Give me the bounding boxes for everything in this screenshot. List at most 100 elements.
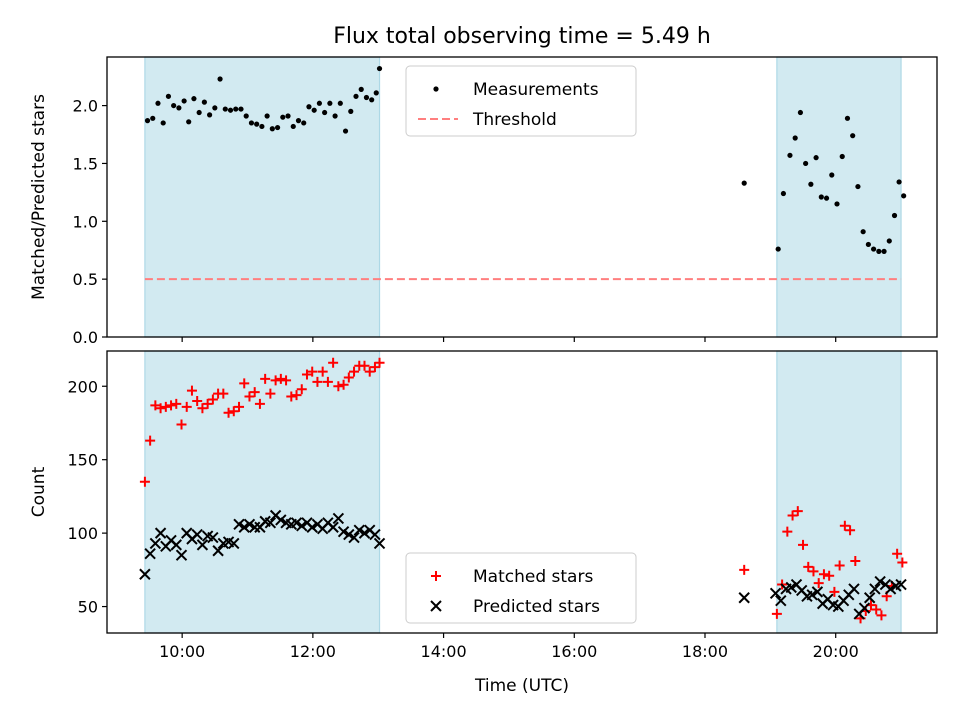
matched-stars-point-37 — [333, 381, 344, 392]
predicted-stars-point-32 — [306, 521, 318, 533]
measurements-point-59 — [839, 153, 845, 160]
matched-stars-point-0 — [139, 476, 150, 487]
matched-stars-point-59 — [834, 560, 845, 571]
measurements-point-44 — [373, 90, 379, 96]
x-tick-label: 14:00 — [421, 642, 467, 661]
matched-stars-point-27 — [281, 375, 292, 386]
matched-stars-point-23 — [260, 373, 271, 384]
measurements-point-45 — [376, 65, 383, 72]
matched-stars-point-58 — [829, 586, 840, 597]
measurements-point-55 — [818, 194, 824, 200]
matched-stars-point-25 — [270, 375, 281, 386]
measurements-point-43 — [369, 97, 375, 103]
measurements-point-5 — [171, 102, 177, 109]
measurements-point-34 — [322, 109, 328, 116]
predicted-stars-point-69 — [884, 583, 897, 595]
predicted-stars-point-2 — [149, 537, 162, 550]
predicted-stars-point-65 — [863, 592, 876, 604]
legend-label: Matched stars — [473, 567, 593, 587]
matched-stars-point-12 — [202, 398, 213, 409]
x-tick-label: 16:00 — [551, 642, 597, 661]
matched-stars-point-43 — [364, 366, 375, 377]
measurements-point-33 — [316, 100, 323, 106]
predicted-stars-point-45 — [373, 537, 386, 550]
matched-stars-point-28 — [286, 391, 297, 402]
measurements-point-54 — [813, 155, 819, 161]
predicted-stars-point-21 — [248, 521, 261, 533]
x-tick-label: 20:00 — [813, 642, 859, 661]
matched-stars-point-38 — [338, 379, 349, 390]
matched-stars-point-46 — [739, 564, 750, 575]
matched-stars-point-61 — [845, 525, 856, 536]
predicted-stars-point-67 — [874, 575, 886, 588]
predicted-stars-point-55 — [811, 586, 824, 598]
measurements-point-58 — [834, 201, 840, 207]
measurements-point-69 — [891, 212, 898, 219]
measurements-point-56 — [823, 195, 830, 201]
legend-marker — [430, 600, 442, 612]
matched-stars-point-70 — [892, 548, 903, 559]
axes-frame — [106, 56, 938, 338]
measurements-point-2 — [155, 100, 161, 106]
measurements-point-60 — [844, 115, 851, 121]
measurements-point-35 — [327, 100, 333, 106]
matched-stars-point-67 — [876, 610, 887, 621]
top-panel-ratio: 0.0 0.5 1.0 1.5 2.0 Matched/Predicted stars Me… — [29, 56, 938, 347]
measurements-point-14 — [217, 76, 223, 82]
legend-marker — [433, 86, 439, 92]
predicted-stars-point-50 — [785, 581, 797, 594]
axes-frame — [106, 350, 938, 634]
measurements-point-18 — [238, 106, 244, 112]
y-tick-label: 0.0 — [73, 328, 98, 347]
predicted-stars-point-46 — [738, 592, 750, 604]
y-axis-label: Matched/Predicted stars — [29, 94, 49, 300]
predicted-stars-point-47 — [769, 587, 782, 600]
x-tick-label: 12:00 — [290, 642, 336, 661]
matched-stars-point-53 — [803, 561, 814, 572]
y-tick-label: 150 — [67, 451, 98, 470]
predicted-stars-point-18 — [233, 518, 245, 531]
predicted-stars-point-42 — [358, 527, 371, 539]
predicted-stars-point-66 — [869, 583, 881, 595]
measurements-point-50 — [792, 135, 798, 141]
measurements-point-52 — [803, 160, 809, 167]
measurements-point-12 — [207, 112, 213, 118]
predicted-stars-point-40 — [348, 531, 360, 544]
measurements-point-48 — [780, 190, 787, 197]
measurements-point-15 — [222, 106, 228, 112]
y-tick-label: 1.0 — [73, 212, 98, 231]
matched-stars-point-22 — [254, 398, 265, 409]
measurements-point-31 — [306, 104, 312, 110]
predicted-stars-point-38 — [337, 525, 350, 538]
matched-stars-point-5 — [166, 400, 177, 411]
measurements-point-7 — [181, 98, 187, 104]
measurements-point-65 — [871, 246, 877, 252]
matched-stars-point-24 — [265, 388, 276, 399]
measurements-point-53 — [808, 181, 814, 187]
matched-stars-point-56 — [818, 569, 829, 580]
measurements-point-25 — [274, 124, 281, 131]
measurements-point-21 — [254, 121, 260, 127]
measurements-point-64 — [865, 241, 871, 248]
measurements-point-63 — [860, 229, 866, 235]
legend-box — [405, 552, 637, 624]
x-tick-label: 10:00 — [159, 642, 205, 661]
matched-stars-point-29 — [291, 390, 302, 401]
y-tick-label: 100 — [67, 524, 98, 543]
matched-stars-point-57 — [824, 570, 835, 581]
measurements-point-37 — [337, 100, 343, 106]
matched-stars-point-51 — [792, 506, 803, 517]
matched-stars-point-3 — [155, 403, 166, 414]
matched-stars-point-11 — [197, 403, 208, 414]
predicted-stars-point-26 — [275, 514, 287, 526]
predicted-stars-point-14 — [212, 545, 224, 557]
matched-stars-point-35 — [322, 376, 333, 387]
measurements-point-51 — [797, 109, 804, 116]
observing-window-1 — [776, 56, 902, 338]
predicted-stars-point-30 — [296, 520, 308, 532]
legend-box — [405, 65, 637, 137]
chart-title: Flux total observing time = 5.49 h — [333, 24, 711, 49]
measurements-point-32 — [311, 107, 317, 113]
matched-stars-point-4 — [160, 401, 171, 412]
measurements-point-17 — [233, 106, 239, 112]
